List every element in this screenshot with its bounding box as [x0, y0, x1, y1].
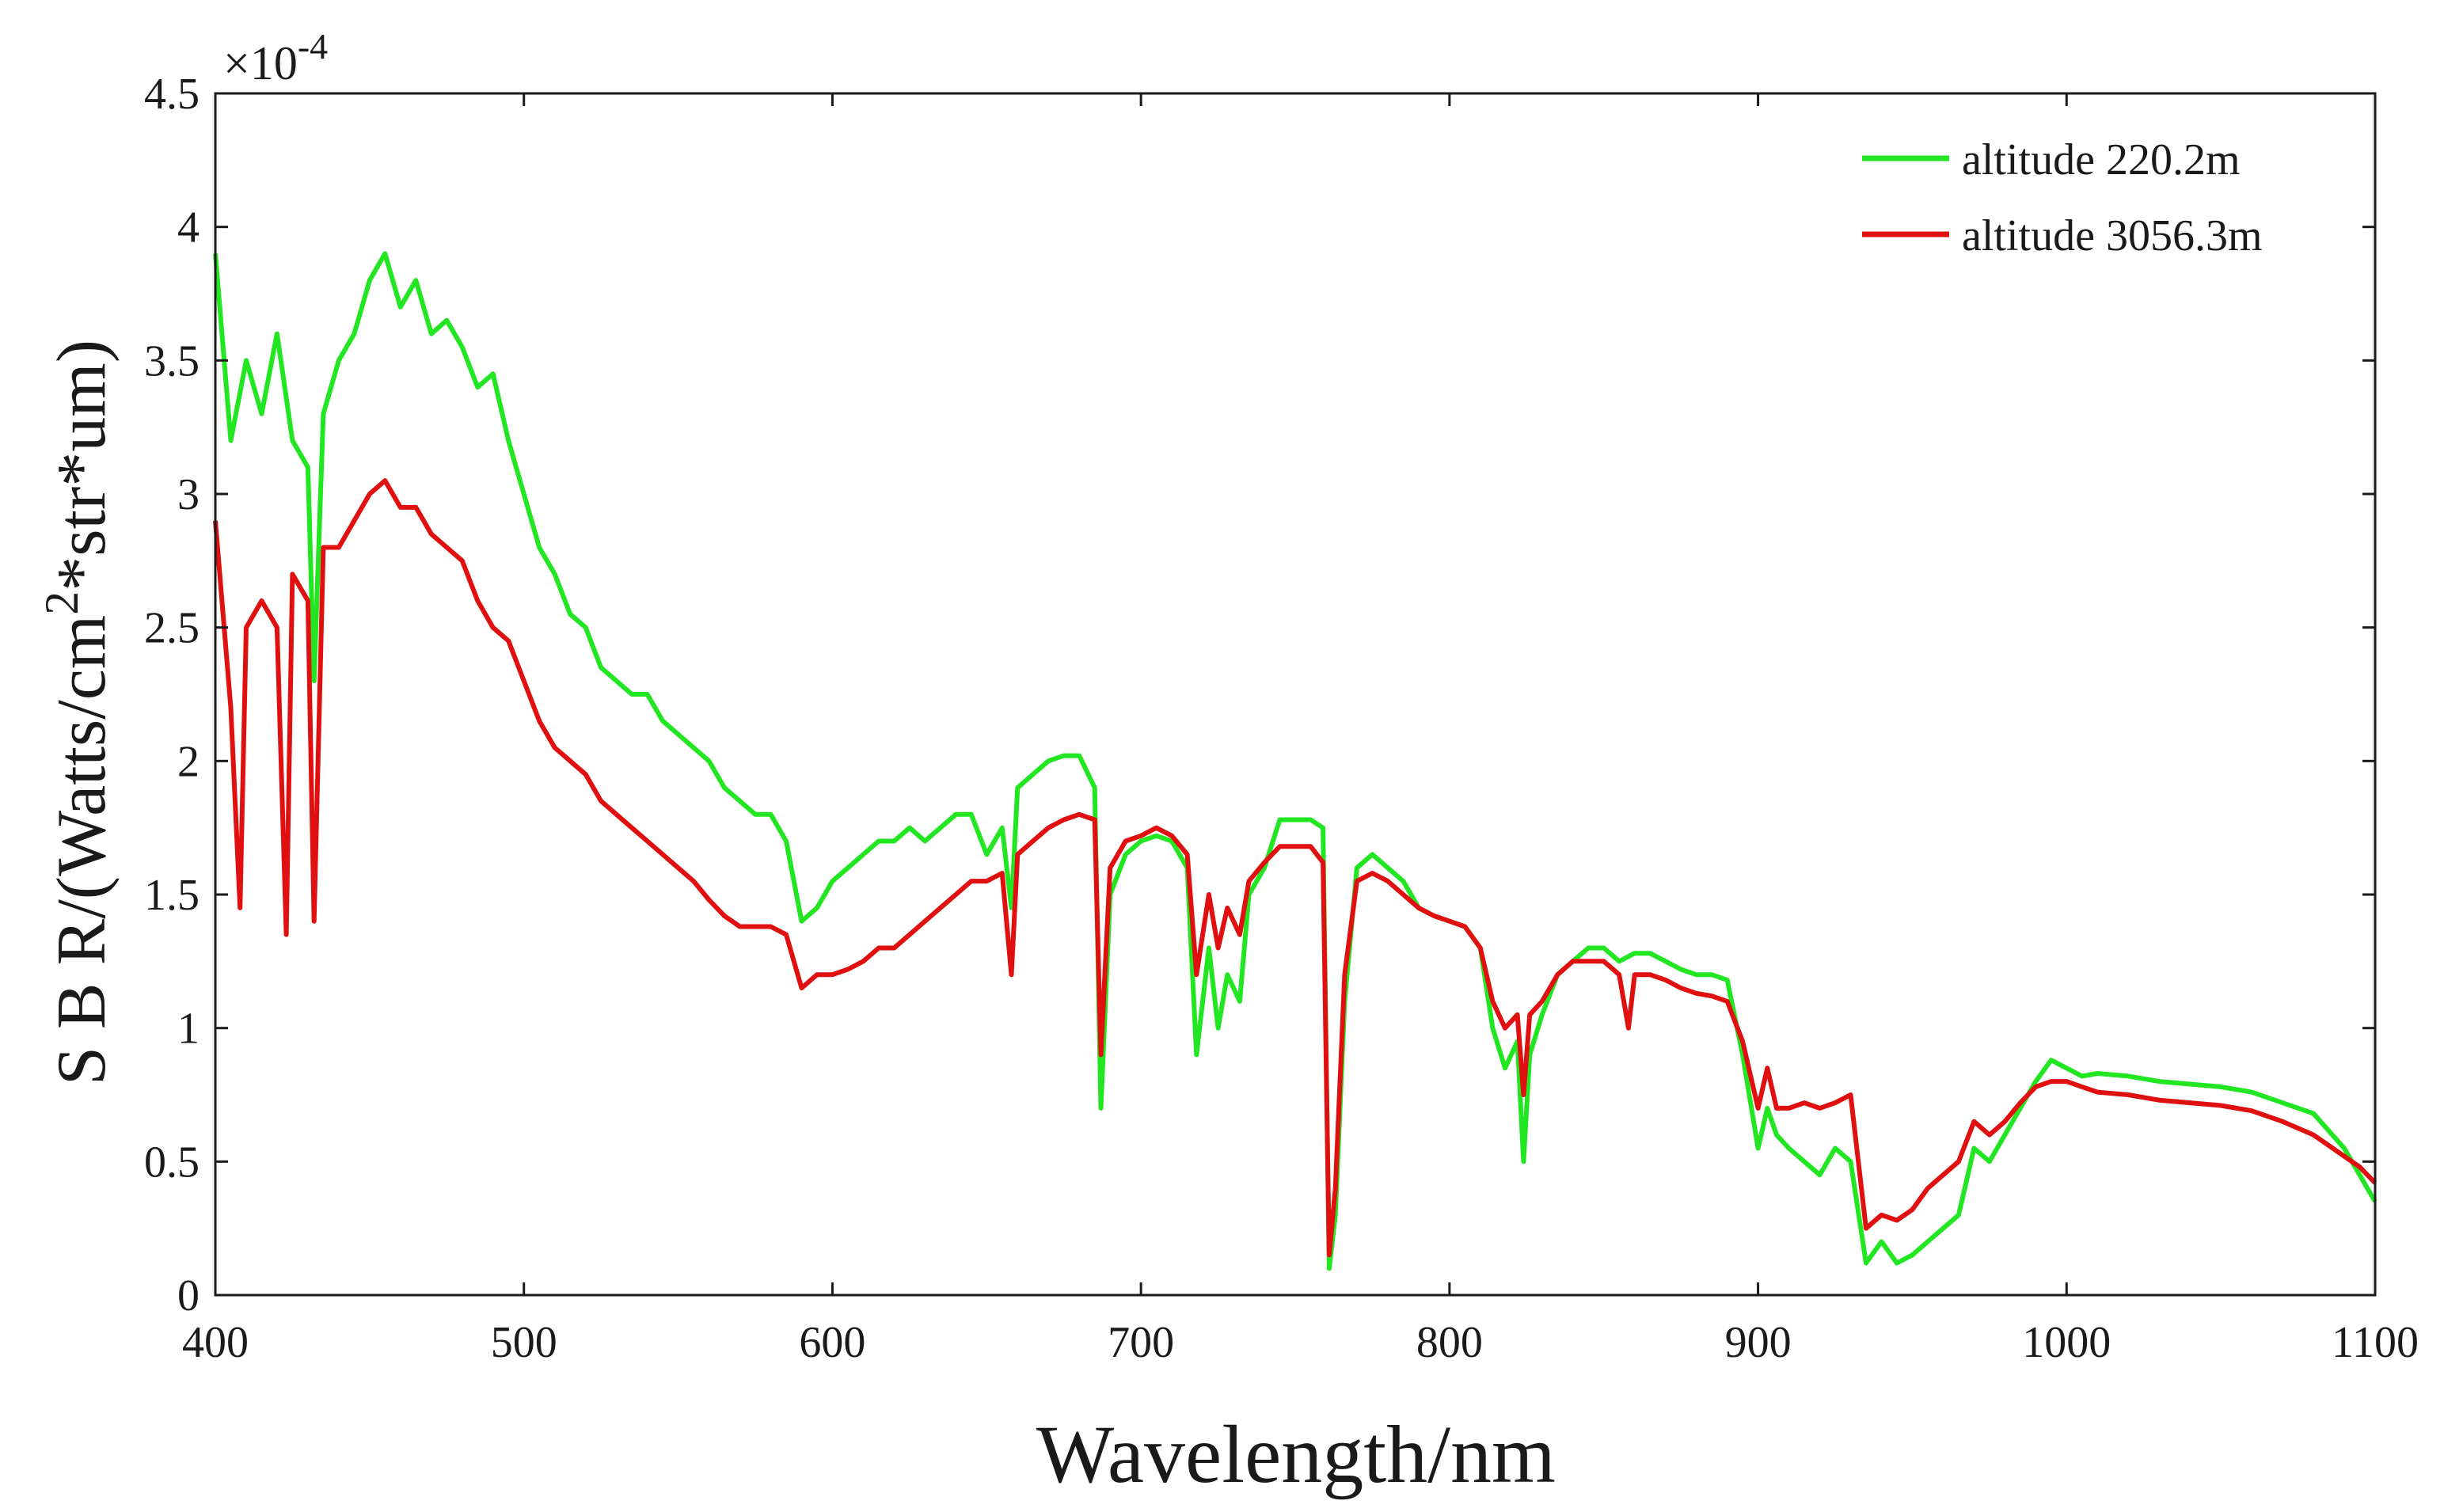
series-group — [213, 251, 2377, 1271]
x-tick-label: 400 — [182, 1318, 249, 1367]
exponent-base: ×10 — [223, 37, 298, 89]
y-tick-label: 0 — [177, 1271, 200, 1320]
x-tick-labels: 400 500 600 700 800 900 1000 1100 — [182, 1318, 2419, 1367]
plot-frame — [214, 92, 2377, 1297]
y-tick-label: 1.5 — [144, 871, 200, 920]
x-tick-label: 600 — [799, 1318, 865, 1367]
series-line-altitude-3056 — [213, 478, 2377, 1258]
y-tick-label: 2.5 — [144, 604, 200, 653]
y-tick-labels: 0 0.5 1 1.5 2 2.5 3 3.5 4 4.5 — [144, 70, 200, 1320]
y-tick-label: 3 — [177, 470, 200, 519]
x-tick-label: 900 — [1725, 1318, 1792, 1367]
exponent-label: ×10-4 — [223, 26, 328, 89]
x-tick-label: 1100 — [2332, 1318, 2419, 1367]
series-line-altitude-220 — [213, 251, 2377, 1271]
x-tick-label: 800 — [1416, 1318, 1483, 1367]
x-tick-label: 700 — [1108, 1318, 1174, 1367]
x-axis-title: Wavelength/nm — [1036, 1409, 1556, 1500]
y-tick-label: 3.5 — [144, 336, 200, 386]
legend-label-altitude-3056: altitude 3056.3m — [1962, 211, 2263, 260]
exponent-power: -4 — [298, 26, 328, 66]
legend-label-altitude-220: altitude 220.2m — [1962, 135, 2241, 184]
y-axis-title-superscript: 2 — [36, 591, 88, 615]
y-axis-title-rest: *str*um) — [44, 340, 120, 591]
y-tick-label: 2 — [177, 737, 200, 786]
y-axis-title-main: S B R/(Watts/cm — [44, 615, 120, 1085]
y-tick-label: 4.5 — [144, 70, 200, 119]
y-tick-label: 4 — [177, 203, 200, 253]
y-axis-title: S B R/(Watts/cm2*str*um) — [36, 340, 120, 1085]
y-tick-label: 0.5 — [144, 1138, 200, 1187]
x-tick-label: 1000 — [2022, 1318, 2111, 1367]
legend: altitude 220.2m altitude 3056.3m — [1862, 135, 2263, 260]
x-tick-label: 500 — [491, 1318, 557, 1367]
y-tick-label: 1 — [177, 1005, 200, 1054]
